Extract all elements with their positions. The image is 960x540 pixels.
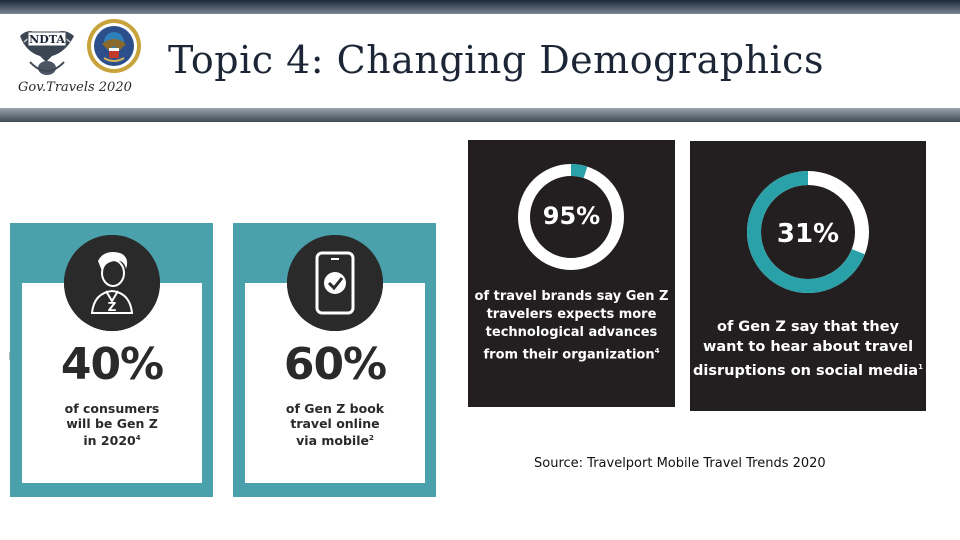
stat-line: of Gen Z book: [285, 401, 385, 416]
svg-text:Z: Z: [108, 300, 117, 314]
stat-card-gen-z-mobile: 60% of Gen Z book travel online via mobi…: [233, 223, 436, 497]
person-z-icon: Z: [64, 235, 160, 331]
stat-line: of consumers: [64, 401, 160, 416]
ndta-eagle-logo: NDTA: [16, 22, 78, 80]
stat-description: of Gen Z book travel online via mobile2: [245, 401, 425, 448]
ring-percent: 31%: [776, 219, 840, 249]
ring-fill-arc: [518, 164, 624, 270]
page-title: Topic 4: Changing Demographics: [168, 38, 824, 82]
footnote-marker: 2: [368, 434, 374, 442]
ring-fill-arc: [747, 171, 869, 293]
stat-line: will be Gen Z: [66, 416, 158, 431]
stat-percent: 40%: [60, 339, 164, 390]
dark-stat-travel-brands: 95% of travel brands say Gen Z travelers…: [468, 140, 675, 407]
dod-seal-logo: [86, 18, 142, 74]
source-citation: Source: Travelport Mobile Travel Trends …: [534, 456, 826, 471]
ndta-logo-text: NDTA: [29, 33, 65, 46]
stat-line: of travel brands say Gen Z: [474, 289, 669, 304]
ring-progress: [518, 164, 624, 270]
stat-line: travel online: [290, 416, 380, 431]
header: [0, 14, 960, 110]
gov-travels-caption: Gov.Travels 2020: [18, 80, 132, 95]
phone-check-icon: [287, 235, 383, 331]
stat-line: from their organization: [483, 347, 655, 363]
stat-line: via mobile: [296, 433, 369, 449]
stat-line: want to hear about travel: [702, 339, 914, 355]
divider-mark: [5, 352, 10, 360]
stat-card-body: Z 40% of consumers will be Gen Z in 2020…: [22, 235, 202, 483]
footnote-marker: 4: [135, 434, 141, 442]
stat-card-body: 60% of Gen Z book travel online via mobi…: [245, 235, 425, 483]
stat-card-gen-z-consumers: Z 40% of consumers will be Gen Z in 2020…: [10, 223, 213, 497]
dark-stat-description: of travel brands say Gen Z travelers exp…: [468, 288, 675, 364]
ring-percent: 95%: [542, 202, 601, 230]
header-divider: [0, 108, 960, 122]
stat-description: of consumers will be Gen Z in 20204: [22, 401, 202, 448]
stat-line: of Gen Z say that they: [716, 319, 899, 335]
footnote-marker: 1: [918, 363, 923, 371]
ring-progress: [747, 171, 869, 293]
stat-line: disruptions on social media: [693, 362, 919, 379]
stat-line: travelers expects more: [486, 307, 657, 322]
footnote-marker: 4: [654, 347, 660, 355]
stat-line: technological advances: [485, 325, 658, 340]
stat-percent: 60%: [283, 339, 387, 390]
dark-stat-social-media: 31% of Gen Z say that they want to hear …: [690, 141, 926, 411]
stat-line: in 2020: [83, 433, 136, 449]
dark-stat-description: of Gen Z say that they want to hear abou…: [690, 317, 926, 381]
